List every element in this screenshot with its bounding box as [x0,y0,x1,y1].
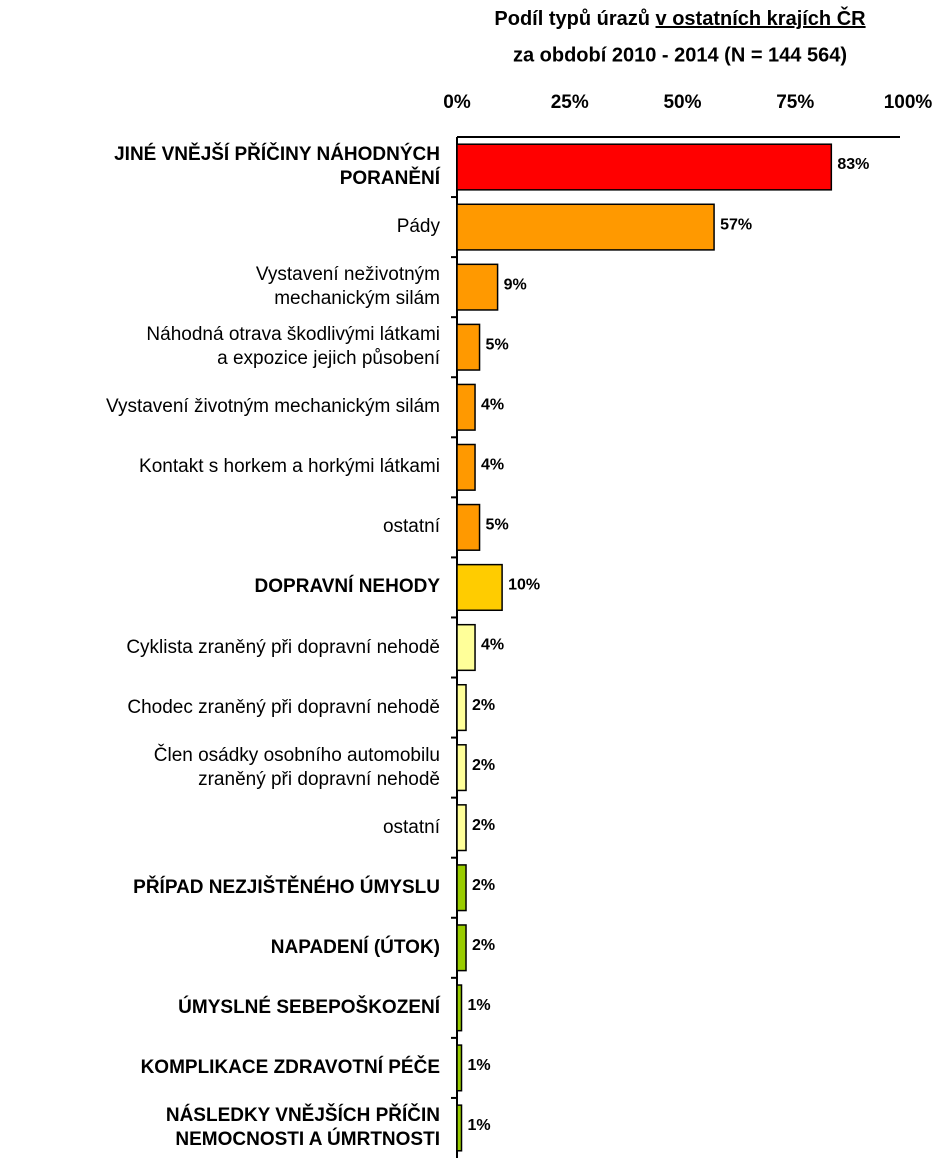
category-label: DOPRAVNÍ NEHODY [254,576,440,598]
category-label: ostatní [382,816,440,838]
bar [456,864,467,912]
bar [456,744,467,792]
chart-subtitle: za období 2010 - 2014 (N = 144 564) [513,44,847,66]
bar [456,984,463,1032]
value-label: 4% [481,457,504,474]
bar [456,203,715,251]
x-tick-label: 0% [443,92,471,113]
category-label: Člen osádky osobního automobilu zraněný … [153,744,440,790]
value-label: 2% [472,877,495,894]
bar [456,563,503,612]
value-label: 83% [837,156,869,173]
bar [456,503,481,551]
x-tick-label: 100% [884,92,933,113]
bar [456,323,481,371]
value-label: 5% [486,336,509,353]
bar [456,683,467,732]
x-tick-label: 25% [551,92,589,113]
value-label: 1% [468,1057,491,1074]
category-label: NAPADENÍ (ÚTOK) [270,936,440,958]
bar [456,143,833,191]
bar [456,924,467,972]
category-label: Náhodná otrava škodlivými látkami a expo… [146,324,440,370]
value-label: 1% [468,1117,491,1134]
title-part: Podíl typů úrazů [494,8,650,30]
category-label: Kontakt s horkem a horkými látkami [139,456,440,478]
category-label: ostatní [382,516,440,538]
category-label: Cyklista zraněný při dopravní nehodě [126,636,440,658]
x-tick-label: 75% [776,92,814,113]
value-label: 5% [486,517,509,534]
category-label: KOMPLIKACE ZDRAVOTNÍ PÉČE [140,1056,440,1078]
title-underlined: v ostatních krajích ČR [656,6,867,30]
category-label: Chodec zraněný při dopravní nehodě [127,696,440,718]
category-label: Vystavení neživotným mechanickým silám [255,264,440,310]
category-label: ÚMYSLNÉ SEBEPOŠKOZENÍ [178,996,440,1018]
category-label: JINÉ VNĚJŠÍ PŘÍČINY NÁHODNÝCH PORANĚNÍ [114,144,440,190]
bar [456,1044,463,1092]
bar [456,804,467,852]
x-tick-label: 50% [663,92,701,113]
category-label: NÁSLEDKY VNĚJŠÍCH PŘÍČIN NEMOCNOSTI A ÚM… [165,1104,440,1150]
category-label: PŘÍPAD NEZJIŠTĚNÉHO ÚMYSLU [133,876,440,898]
value-label: 2% [472,757,495,774]
value-label: 1% [468,997,491,1014]
bar [456,443,476,491]
bar [456,263,499,311]
value-label: 57% [720,216,752,233]
value-label: 2% [472,937,495,954]
value-label: 2% [472,697,495,714]
value-label: 10% [508,577,540,594]
category-label: Pády [396,216,440,238]
value-label: 4% [481,637,504,654]
category-label: Vystavení životným mechanickým silám [105,396,440,418]
bar [456,1104,463,1152]
value-label: 9% [504,276,527,293]
value-label: 4% [481,396,504,413]
bar [456,383,476,431]
value-label: 2% [472,817,495,834]
bar [456,623,476,672]
chart-title: Podíl typů úrazů v ostatních krajích ČR [494,6,866,30]
